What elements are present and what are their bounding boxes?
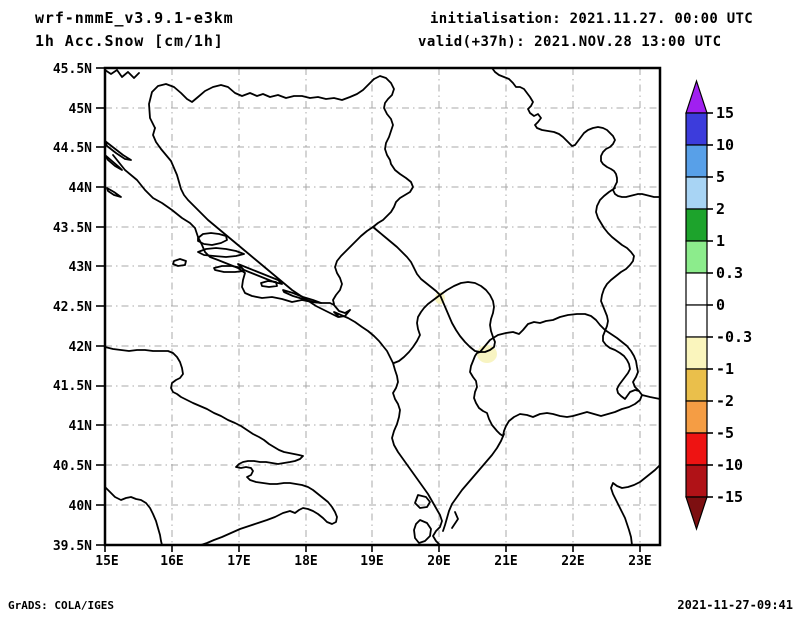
axis-ticks (96, 67, 641, 552)
shaded-data-regions (435, 292, 497, 363)
grads-credit-label: GrADS: COLA/IGES (8, 599, 114, 612)
lon-tick-label: 15E (95, 554, 118, 569)
lat-tick-label: 40.5N (53, 459, 92, 474)
lat-tick-label: 44N (69, 181, 93, 196)
island-korcula (213, 265, 245, 273)
colorbar-label: 0 (716, 296, 725, 314)
colorbar-label: -5 (716, 424, 734, 442)
colorbar-segment (685, 272, 708, 306)
border-kosovo (439, 281, 496, 353)
lat-tick-label: 44.5N (53, 141, 92, 156)
lat-tick-label: 39.5N (53, 539, 92, 554)
lon-tick-label: 21E (494, 554, 517, 569)
colorbar-label: 10 (716, 136, 734, 154)
island-lastovo (260, 280, 278, 288)
colorbar-segment (685, 432, 708, 466)
creation-timestamp: 2021-11-27-09:41 (677, 598, 793, 612)
colorbar-label: -15 (716, 488, 743, 506)
border-macedonia (469, 313, 643, 437)
colorbar-label: 5 (716, 168, 725, 186)
border-macedonia-bulgaria-exit (641, 394, 661, 400)
colorbar-label: 2 (716, 200, 725, 218)
lon-tick-label: 19E (360, 554, 383, 569)
lon-axis-labels: 15E 16E 17E 18E 19E 20E 21E 22E 23E (95, 554, 651, 569)
border-montenegro-albania (393, 294, 441, 364)
lon-tick-label: 23E (628, 554, 651, 569)
colorbar-ticks (707, 112, 713, 498)
coastline-adriatic-east (112, 154, 443, 546)
border-croatia-north (148, 78, 375, 129)
island-pag-sliver (104, 154, 123, 171)
lat-tick-label: 41.5N (53, 379, 92, 394)
colorbar: 15 10 5 2 1 0.3 0 -0.3 -1 -2 -5 -10 -15 (685, 79, 752, 531)
island-dugi-otok (106, 187, 122, 198)
colorbar-label: 1 (716, 232, 725, 250)
colorbar-label: -2 (716, 392, 734, 410)
colorbar-segment (685, 304, 708, 338)
island-mljet (282, 289, 322, 304)
island-brac (197, 232, 228, 246)
colorbar-label: -1 (716, 360, 734, 378)
coastline-chalkidiki (610, 464, 661, 546)
lon-tick-label: 22E (561, 554, 584, 569)
colorbar-segment (685, 208, 708, 242)
border-serbia-bulgaria (595, 187, 640, 400)
lat-tick-label: 45.5N (53, 62, 92, 77)
colorbar-label: -0.3 (716, 328, 752, 346)
island-cres-sliver (104, 140, 132, 161)
coastline-butrint-hook (451, 511, 459, 529)
colorbar-segment (685, 336, 708, 370)
border-drina-serbia-bosnia (372, 75, 414, 228)
island-corfu (413, 519, 432, 544)
coastline-italy-east (104, 346, 338, 546)
colorbar-segment (685, 464, 708, 498)
model-title: wrf-nmmE_v3.9.1-e3km (35, 9, 234, 27)
lon-tick-label: 20E (427, 554, 450, 569)
colorbar-segment (685, 368, 708, 402)
border-bosnia-west (152, 127, 339, 318)
colorbar-segment (685, 240, 708, 274)
peninsula-peljesac (237, 263, 283, 285)
border-montenegro-serbia (372, 226, 441, 296)
map-outlines (104, 67, 661, 546)
lon-tick-label: 18E (294, 554, 317, 569)
lat-tick-label: 42N (69, 340, 93, 355)
lat-tick-label: 43.5N (53, 221, 92, 236)
colorbar-segment (685, 400, 708, 434)
colorbar-segment (685, 112, 708, 146)
border-bosnia-montenegro (332, 226, 374, 305)
colorbar-labels: 15 10 5 2 1 0.3 0 -0.3 -1 -2 -5 -10 -15 (716, 104, 752, 506)
colorbar-label: -10 (716, 456, 743, 474)
coastline-istria-fragment (104, 69, 140, 79)
valid-time-label: valid(+37h): 2021.NOV.28 13:00 UTC (418, 34, 722, 50)
lon-tick-label: 17E (227, 554, 250, 569)
lat-axis-labels: 45.5N 45N 44.5N 44N 43.5N 43N 42.5N 42N … (53, 62, 92, 554)
lat-tick-label: 45N (69, 102, 93, 117)
lat-tick-label: 41N (69, 419, 93, 434)
island-hvar (197, 247, 245, 258)
colorbar-bottom-arrow (685, 496, 708, 531)
coastline-italy-west (104, 486, 163, 546)
colorbar-top-arrow (685, 79, 708, 114)
island-vis (172, 258, 187, 267)
lat-tick-label: 43N (69, 260, 93, 275)
map-gridlines (105, 68, 660, 545)
colorbar-label: 0.3 (716, 264, 743, 282)
coastline-albania-lagoon (414, 494, 431, 509)
lat-tick-label: 42.5N (53, 300, 92, 315)
colorbar-segment (685, 144, 708, 178)
lat-tick-label: 40N (69, 499, 93, 514)
init-time-label: initialisation: 2021.11.27. 00:00 UTC (430, 11, 753, 27)
colorbar-label: 15 (716, 104, 734, 122)
colorbar-segment (685, 176, 708, 210)
lon-tick-label: 16E (160, 554, 183, 569)
field-title: 1h Acc.Snow [cm/1h] (35, 32, 224, 50)
border-serbia-north-danube (491, 67, 661, 198)
border-albania-greece (442, 433, 505, 532)
